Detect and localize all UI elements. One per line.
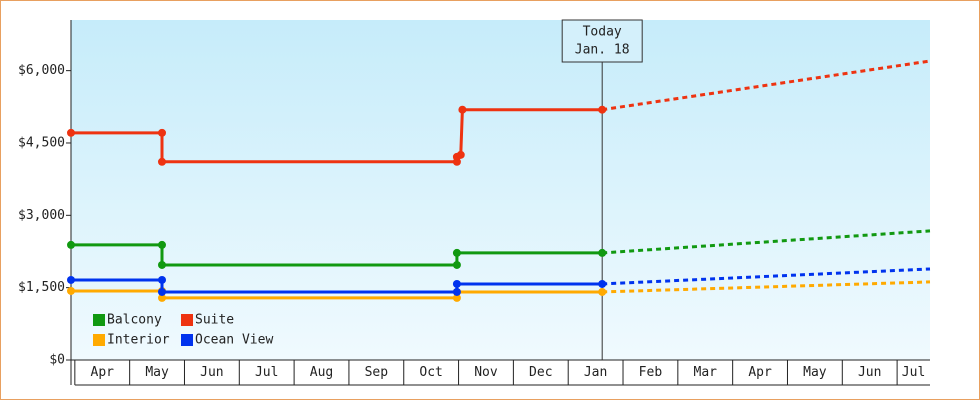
x-tick-label: Dec [529, 365, 552, 380]
legend-swatch [181, 314, 193, 326]
plot-area [71, 20, 930, 360]
x-tick-label: Apr [91, 365, 115, 380]
x-tick-label: May [803, 365, 827, 380]
legend-swatch [93, 334, 105, 346]
price-point [157, 157, 166, 166]
today-label: Jan. 18 [575, 43, 630, 58]
price-point [67, 240, 75, 249]
x-tick-label: Feb [639, 365, 663, 380]
price-point [598, 105, 607, 114]
x-tick-label: Jan [584, 365, 607, 380]
x-tick-label: Aug [310, 365, 333, 380]
price-point [157, 287, 166, 296]
price-point [452, 293, 461, 302]
legend-label: Ocean View [195, 333, 273, 348]
price-point [456, 150, 465, 159]
price-point [157, 293, 166, 302]
legend-swatch [181, 334, 193, 346]
x-tick-label: Jul [902, 365, 925, 380]
price-line [71, 243, 603, 267]
price-point [458, 105, 467, 114]
price-point [452, 287, 461, 296]
price-line [71, 278, 603, 294]
forecast-line [602, 267, 931, 286]
legend-label: Interior [107, 333, 170, 348]
price-point [157, 240, 166, 249]
x-tick-label: Sep [365, 365, 389, 380]
price-point [452, 248, 461, 257]
price-point [67, 286, 75, 295]
x-tick-label: Jun [858, 365, 881, 380]
price-point [452, 279, 461, 288]
legend-swatch [93, 314, 105, 326]
y-tick-label: $1,500 [18, 280, 65, 295]
forecast-line [602, 229, 931, 255]
x-tick-label: Mar [694, 365, 718, 380]
price-point [67, 275, 75, 284]
y-tick-label: $6,000 [18, 63, 65, 78]
x-tick-label: Apr [748, 365, 772, 380]
legend-label: Suite [195, 313, 234, 328]
price-point [157, 275, 166, 284]
x-tick-label: Nov [474, 365, 498, 380]
price-point [67, 128, 75, 137]
price-line [71, 289, 603, 300]
y-tick-label: $0 [49, 353, 65, 368]
price-point [598, 248, 607, 257]
price-point [452, 260, 461, 269]
legend-label: Balcony [107, 313, 162, 328]
x-tick-label: May [145, 365, 169, 380]
today-box [561, 19, 643, 63]
x-tick-label: Jun [200, 365, 223, 380]
x-tick-label: Jul [255, 365, 278, 380]
y-tick-label: $4,500 [18, 135, 65, 150]
today-label: Today [583, 25, 622, 40]
y-tick-label: $3,000 [18, 208, 65, 223]
forecast-line [602, 280, 931, 294]
x-tick-label: Oct [419, 365, 442, 380]
price-point [598, 287, 607, 296]
price-point [598, 279, 607, 288]
price-point [157, 128, 166, 137]
forecast-line [601, 59, 931, 112]
price-point [157, 260, 166, 269]
x-axis-band [71, 360, 930, 385]
